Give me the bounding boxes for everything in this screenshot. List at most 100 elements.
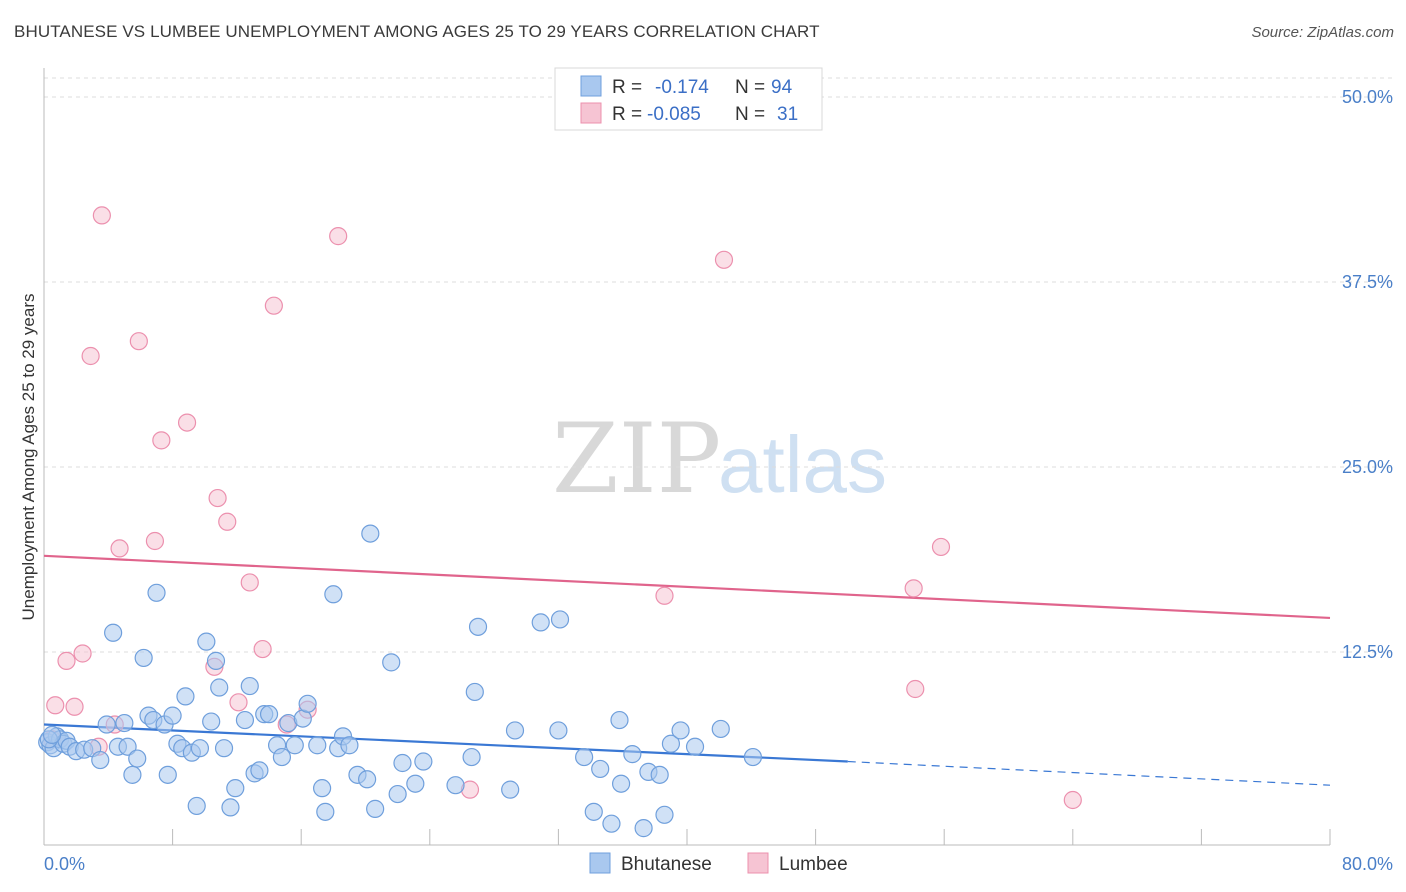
legend-swatch-bhutanese: [580, 75, 602, 97]
y-tick-label: 37.5%: [1342, 272, 1393, 292]
lumbee-point: [1063, 790, 1082, 810]
lumbee-point: [931, 537, 951, 557]
bhutanese-point: [221, 798, 240, 817]
bhutanese-point: [550, 610, 570, 629]
lumbee-point: [57, 651, 76, 670]
bhutanese-point: [382, 653, 401, 672]
lumbee-point: [46, 696, 65, 715]
x-tick-label: 80.0%: [1342, 854, 1393, 874]
bhutanese-point: [235, 710, 255, 730]
y-axis-label: Unemployment Among Ages 25 to 29 years: [19, 294, 38, 621]
bhutanese-point: [97, 715, 116, 734]
lumbee-point: [240, 573, 259, 592]
bhutanese-point: [250, 761, 269, 780]
bottom-legend: Bhutanese Lumbee: [589, 852, 848, 875]
bhutanese-trend-extension: [847, 760, 1331, 786]
lumbee-point: [152, 431, 171, 450]
bhutanese-point: [176, 687, 195, 706]
bhutanese-point: [158, 765, 177, 784]
lumbee-point: [906, 679, 925, 699]
lumbee-point: [714, 250, 734, 269]
legend-swatch-lumbee: [580, 102, 602, 124]
lumbee-point: [904, 579, 923, 598]
lumbee-point: [655, 586, 674, 605]
bhutanese-point: [531, 613, 550, 632]
y-tick-label: 12.5%: [1342, 642, 1393, 662]
bhutanese-point: [272, 747, 292, 767]
bhutanese-point: [591, 759, 610, 779]
legend-r-value-bhutanese: -0.174: [655, 77, 709, 98]
lumbee-point: [264, 296, 283, 315]
bhutanese-point: [501, 780, 520, 799]
lumbee-point: [218, 512, 237, 531]
bhutanese-point: [575, 747, 594, 767]
bhutanese-point: [42, 725, 62, 744]
bhutanese-point: [312, 779, 332, 798]
bhutanese-trend-line: [43, 723, 848, 763]
bhutanese-point: [393, 753, 412, 773]
lumbee-point: [329, 227, 348, 246]
bhutanese-point: [298, 694, 317, 713]
bhutanese-point: [465, 682, 484, 702]
bhutanese-point: [446, 776, 465, 795]
bhutanese-point: [163, 706, 182, 725]
bhutanese-point: [259, 705, 279, 724]
bhutanese-point: [147, 583, 166, 602]
bhutanese-point: [671, 721, 690, 740]
y-tick-labels: 12.5% 25.0% 37.5% 50.0%: [1342, 87, 1393, 662]
bhutanese-point: [91, 750, 110, 770]
x-tick-labels: 0.0% 80.0%: [44, 854, 1393, 874]
lumbee-point: [177, 413, 197, 432]
lumbee-trend-line: [43, 554, 1331, 620]
bhutanese-point: [414, 752, 433, 771]
bhutanese-point: [634, 819, 653, 838]
bhutanese-point: [549, 721, 568, 740]
legend-n-label-bhutanese: N =: [735, 77, 765, 98]
legend-r-label-bhutanese: R =: [612, 77, 642, 98]
bhutanese-point: [118, 737, 137, 756]
bhutanese-point: [361, 524, 380, 543]
bhutanese-point: [240, 676, 259, 696]
x-tick-label: 0.0%: [44, 854, 85, 874]
bhutanese-point: [602, 814, 621, 833]
bhutanese-point: [611, 774, 631, 793]
bhutanese-point: [206, 651, 226, 670]
bottom-legend-label-lumbee: Lumbee: [779, 854, 848, 875]
bhutanese-point: [711, 719, 730, 739]
lumbee-point: [145, 531, 165, 551]
legend-n-value-lumbee: 31: [777, 104, 798, 125]
top-legend: R = -0.174 N = 94 R = -0.085 N = 31: [554, 67, 823, 131]
bottom-legend-swatch-lumbee: [747, 852, 769, 874]
bhutanese-point: [324, 585, 343, 604]
chart-title: BHUTANESE VS LUMBEE UNEMPLOYMENT AMONG A…: [14, 22, 820, 41]
bhutanese-point: [115, 713, 134, 733]
legend-n-label-lumbee: N =: [735, 104, 765, 125]
lumbee-point: [129, 332, 148, 351]
bhutanese-point: [366, 799, 385, 818]
bhutanese-point: [316, 802, 335, 821]
bhutanese-point: [210, 678, 229, 697]
source-credit: Source: ZipAtlas.com: [1251, 24, 1394, 41]
bhutanese-point: [505, 721, 525, 740]
bhutanese-point: [226, 779, 245, 798]
y-tick-label: 25.0%: [1342, 457, 1393, 477]
lumbee-point: [208, 488, 227, 508]
watermark-zip: ZIP: [552, 403, 721, 515]
watermark: ZIP atlas: [552, 403, 887, 515]
bhutanese-points: [38, 524, 763, 838]
bhutanese-point: [197, 632, 216, 651]
bhutanese-point: [406, 774, 425, 793]
bhutanese-point: [743, 747, 763, 767]
bhutanese-point: [285, 736, 304, 755]
bhutanese-point: [661, 734, 681, 753]
bhutanese-point: [104, 623, 123, 642]
lumbee-point: [65, 697, 84, 716]
bhutanese-point: [610, 710, 629, 730]
bhutanese-point: [358, 770, 377, 789]
bhutanese-point: [123, 765, 142, 784]
bottom-legend-swatch-bhutanese: [589, 852, 611, 874]
bhutanese-point: [202, 712, 221, 731]
bhutanese-point: [584, 802, 603, 821]
lumbee-point: [229, 693, 248, 712]
